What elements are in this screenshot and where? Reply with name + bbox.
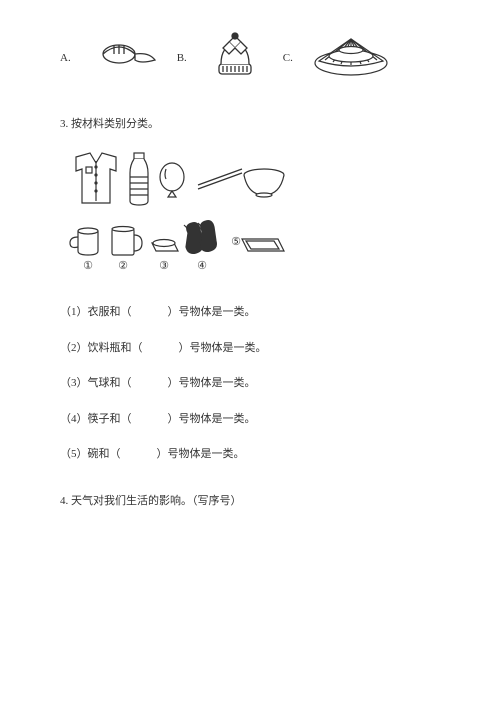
q3-title: 3. 按材料类别分类。	[60, 115, 440, 131]
q3-item-2: （2）饮料瓶和（ ）号物体是一类。	[60, 340, 440, 358]
q3-3-idx: （3）	[60, 377, 88, 389]
q3-1-idx: （1）	[60, 306, 88, 318]
worksheet-page: A. B.	[0, 0, 500, 707]
hat-B-beanie-icon	[205, 30, 265, 85]
svg-text:③: ③	[159, 260, 169, 272]
svg-text:①: ①	[83, 260, 93, 272]
q3-item-3: （3）气球和（ ）号物体是一类。	[60, 375, 440, 393]
q3-3-name: 气球和（	[88, 377, 132, 389]
q3-2-name: 饮料瓶和（	[88, 342, 143, 354]
svg-text:④: ④	[197, 260, 207, 272]
option-C-label: C.	[283, 52, 293, 64]
q3-materials-icon: ① ② ③ ④ ⑤	[60, 147, 440, 280]
q3-5-idx: （5）	[60, 448, 88, 460]
q3-4-tail: ）号物体是一类。	[168, 413, 256, 425]
svg-text:⑤: ⑤	[231, 236, 241, 248]
q3-1-tail: ）号物体是一类。	[168, 306, 256, 318]
q3-2-tail: ）号物体是一类。	[179, 342, 267, 354]
q3-3-tail: ）号物体是一类。	[168, 377, 256, 389]
option-A-label: A.	[60, 52, 71, 64]
hat-A-visor-icon	[89, 36, 159, 79]
q4-title: 4. 天气对我们生活的影响。（写序号）	[60, 492, 440, 508]
q3-item-1: （1）衣服和（ ）号物体是一类。	[60, 304, 440, 322]
q3-item-5: （5）碗和（ ）号物体是一类。	[60, 446, 440, 464]
q3-2-idx: （2）	[60, 342, 88, 354]
hat-options-row: A. B.	[60, 30, 440, 85]
q3-5-name: 碗和（	[88, 448, 121, 460]
svg-text:②: ②	[118, 260, 128, 272]
q3-5-tail: ）号物体是一类。	[157, 448, 245, 460]
hat-C-straw-icon	[311, 33, 391, 83]
q3-4-name: 筷子和（	[88, 413, 132, 425]
q3-1-name: 衣服和（	[88, 306, 132, 318]
option-B-label: B.	[177, 52, 187, 64]
q3-item-4: （4）筷子和（ ）号物体是一类。	[60, 411, 440, 429]
q3-4-idx: （4）	[60, 413, 88, 425]
